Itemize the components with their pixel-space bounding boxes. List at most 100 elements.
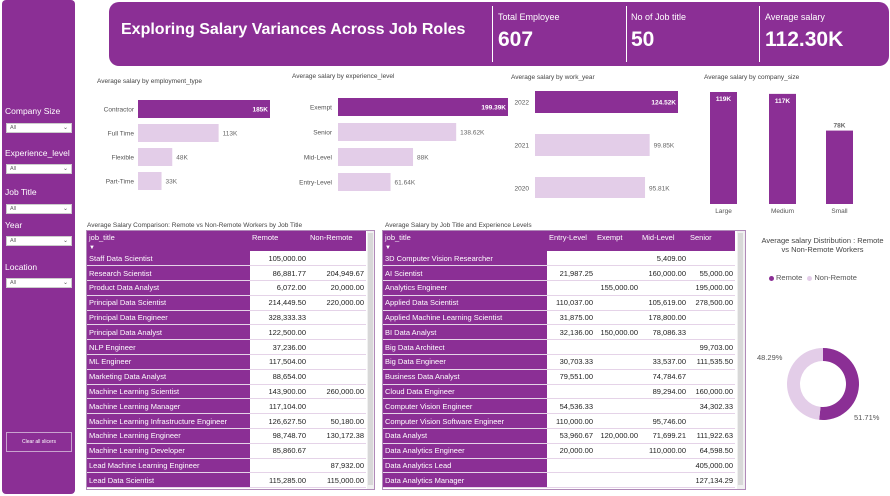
- data-label: 117K: [775, 98, 790, 105]
- table-row[interactable]: Big Data Architect 99,703.00: [383, 339, 735, 356]
- table-row[interactable]: Research Scientist 86,881.77 204,949.67: [87, 265, 366, 282]
- company-size-chart: 119K Large 117K Medium 78K Small: [710, 92, 853, 215]
- legend-item-non-remote[interactable]: Non-Remote: [807, 273, 857, 282]
- table-row[interactable]: Data Analytics Engineer 20,000.00 110,000.…: [383, 443, 735, 459]
- column-header-job-title[interactable]: job_title ▼: [383, 231, 547, 251]
- table-row[interactable]: ML Engineer 117,504.00: [87, 354, 366, 370]
- table-row[interactable]: Data Analyst 53,960.67 120,000.00 71,699.21…: [383, 428, 735, 444]
- year-dropdown[interactable]: All ⌄: [6, 236, 72, 246]
- job-title-cell: AI Scientist: [383, 265, 547, 282]
- legend-label-remote: Remote: [776, 273, 803, 282]
- chevron-down-icon: ⌄: [62, 238, 68, 244]
- bar[interactable]: [138, 172, 162, 190]
- remote-distribution-donut: 51.71% 48.29%: [757, 348, 880, 422]
- job-title-cell: Cloud Data Engineer: [383, 384, 547, 400]
- table-row[interactable]: Data Analytics Manager 127,134.29: [383, 472, 735, 489]
- bar[interactable]: [338, 123, 457, 141]
- salary-cell: [595, 458, 640, 474]
- donut-label-remote: 51.71%: [854, 413, 880, 422]
- job-title-cell: 3D Computer Vision Researcher: [383, 251, 547, 267]
- column-header-remote[interactable]: Remote: [250, 231, 308, 251]
- sort-desc-icon: ▼: [89, 245, 95, 251]
- experience-level-dropdown[interactable]: All ⌄: [6, 164, 72, 174]
- bar[interactable]: [138, 124, 219, 142]
- donut-slice-non-remote[interactable]: [787, 348, 823, 420]
- bar[interactable]: [338, 98, 508, 116]
- column-header-entry-level[interactable]: Entry-Level: [547, 231, 595, 251]
- column-header-senior[interactable]: Senior: [688, 231, 735, 251]
- clear-all-slicers-button[interactable]: Clear all slicers: [6, 432, 72, 452]
- salary-cell: 98,748.70: [250, 428, 308, 444]
- table-row[interactable]: Cloud Data Engineer 89,294.00 160,000.00: [383, 384, 735, 400]
- job-title-cell: Principal Data Analyst: [87, 324, 250, 341]
- table-row[interactable]: Lead Machine Learning Engineer 87,932.00: [87, 458, 366, 474]
- salary-cell: [688, 324, 735, 341]
- bar[interactable]: [826, 130, 853, 204]
- bar[interactable]: [338, 148, 414, 166]
- table-row[interactable]: Analytics Engineer 155,000.00 195,000.00: [383, 280, 735, 296]
- sort-desc-icon: ▼: [385, 245, 391, 251]
- job-title-dropdown[interactable]: All ⌄: [6, 204, 72, 214]
- year-value: All: [10, 238, 17, 244]
- column-header-mid-level[interactable]: Mid-Level: [640, 231, 688, 251]
- table-row[interactable]: Product Data Analyst 6,072.00 20,000.00: [87, 280, 366, 296]
- bar[interactable]: [535, 134, 650, 156]
- salary-cell: 105,619.00: [640, 295, 688, 311]
- location-dropdown[interactable]: All ⌄: [6, 278, 72, 288]
- salary-cell: 110,000.00: [640, 443, 688, 459]
- table-row[interactable]: AI Scientist 21,987.25 160,000.00 55,000.00: [383, 265, 735, 282]
- company-size-dropdown[interactable]: All ⌄: [6, 123, 72, 133]
- table-row[interactable]: Machine Learning Scientist 143,900.00 260,…: [87, 384, 366, 400]
- bar[interactable]: [138, 100, 270, 118]
- table-row[interactable]: Machine Learning Manager 117,104.00: [87, 398, 366, 415]
- salary-cell: 37,236.00: [250, 339, 308, 356]
- legend-item-remote[interactable]: Remote: [769, 273, 802, 282]
- table-row[interactable]: Principal Data Scientist 214,449.50 220,00…: [87, 295, 366, 311]
- category-label: Large: [715, 208, 732, 215]
- salary-cell: 78,086.33: [640, 324, 688, 341]
- kpi-divider: [626, 6, 627, 62]
- table-row[interactable]: Machine Learning Developer 85,860.67: [87, 443, 366, 459]
- table-row[interactable]: Staff Data Scientist 105,000.00: [87, 251, 366, 267]
- table-row[interactable]: Business Data Analyst 79,551.00 74,784.67: [383, 369, 735, 385]
- salary-cell: 33,537.00: [640, 354, 688, 370]
- table-row[interactable]: Machine Learning Engineer 98,748.70 130,17…: [87, 428, 366, 444]
- table-row[interactable]: Lead Data Scientist 115,285.00 115,000.00: [87, 472, 366, 489]
- bar[interactable]: [535, 91, 678, 113]
- salary-cell: [308, 369, 366, 385]
- column-header-exempt[interactable]: Exempt: [595, 231, 640, 251]
- bar[interactable]: [769, 93, 796, 204]
- table-row[interactable]: BI Data Analyst 32,136.00 150,000.00 78,086…: [383, 324, 735, 341]
- table-row[interactable]: Principal Data Analyst 122,500.00: [87, 324, 366, 341]
- bar[interactable]: [138, 148, 173, 166]
- bar[interactable]: [338, 173, 391, 191]
- donut-slice-remote[interactable]: [819, 348, 859, 420]
- bar[interactable]: [535, 177, 646, 198]
- experience-table-scrollbar[interactable]: [738, 233, 743, 485]
- table-row[interactable]: Big Data Engineer 30,703.33 33,537.00 111,5…: [383, 354, 735, 370]
- table-row[interactable]: Machine Learning Infrastructure Engineer…: [87, 413, 366, 430]
- column-header-job-title[interactable]: job_title ▼: [87, 231, 250, 251]
- remote-table-scrollbar[interactable]: [368, 233, 373, 485]
- salary-cell: 195,000.00: [688, 280, 735, 296]
- salary-cell: [308, 324, 366, 341]
- salary-cell: [688, 369, 735, 385]
- column-header-non-remote[interactable]: Non-Remote: [308, 231, 366, 251]
- salary-cell: 21,987.25: [547, 265, 595, 282]
- table-row[interactable]: Applied Machine Learning Scientist 31,875…: [383, 310, 735, 326]
- table-row[interactable]: Computer Vision Software Engineer 110,000…: [383, 413, 735, 430]
- job-title-cell: Machine Learning Infrastructure Engineer: [87, 413, 250, 430]
- job-title-cell: Principal Data Engineer: [87, 310, 250, 326]
- job-title-cell: Data Analytics Manager: [383, 472, 547, 489]
- table-row[interactable]: NLP Engineer 37,236.00: [87, 339, 366, 356]
- table-row[interactable]: Data Analytics Lead 405,000.00: [383, 458, 735, 474]
- job-title-cell: Staff Data Scientist: [87, 251, 250, 267]
- table-row[interactable]: 3D Computer Vision Researcher 5,409.00: [383, 251, 735, 267]
- table-row[interactable]: Marketing Data Analyst 88,654.00: [87, 369, 366, 385]
- table-row[interactable]: Applied Data Scientist 110,037.00 105,619.…: [383, 295, 735, 311]
- kpi-total-employee-label: Total Employee: [498, 12, 560, 22]
- bar[interactable]: [710, 92, 737, 204]
- salary-cell: 178,800.00: [640, 310, 688, 326]
- table-row[interactable]: Computer Vision Engineer 54,536.33 34,302.…: [383, 398, 735, 415]
- table-row[interactable]: Principal Data Engineer 328,333.33: [87, 310, 366, 326]
